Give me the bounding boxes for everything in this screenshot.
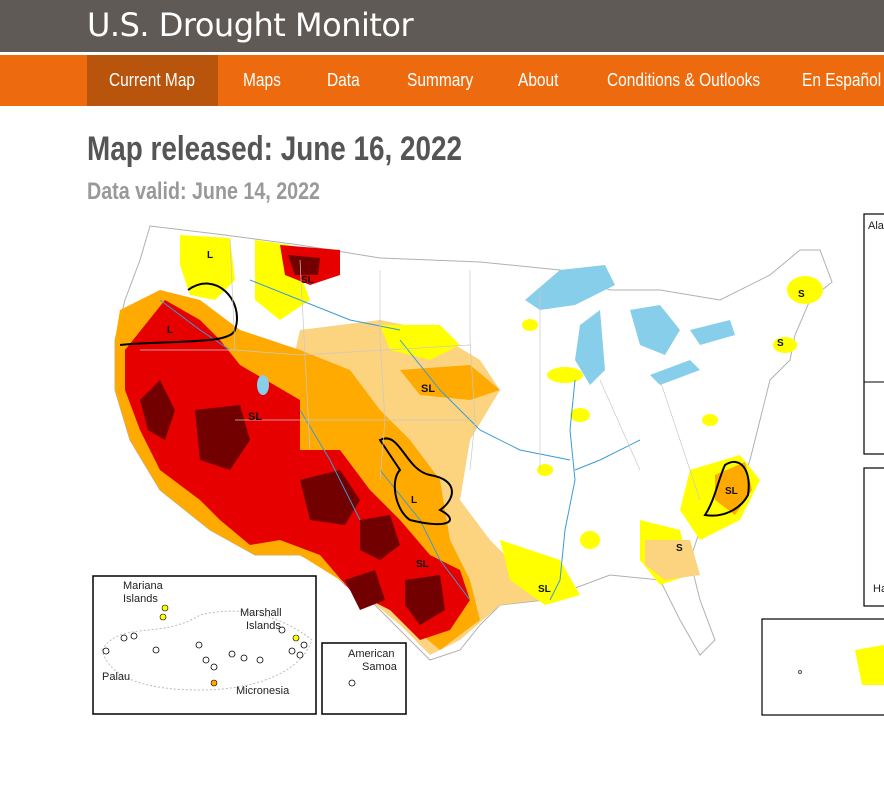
american-samoa-label: American Samoa [348,648,398,673]
mariana-label: Mariana Islands [123,580,164,605]
impact-label: S [676,543,683,554]
nav-current-map-label: Current Map [109,70,196,90]
header-divider [0,52,884,55]
nav-maps[interactable]: Maps [243,70,281,90]
rivers [159,279,641,601]
puerto-rico-inset [761,618,884,716]
drought-d2-kansas [400,365,500,400]
impact-label: L [167,325,173,336]
great-lakes [257,265,735,395]
pacific-islands-inset: Mariana Islands Marshall Islands Palau Mic… [92,575,317,715]
nav-about[interactable]: About [518,70,559,90]
impact-label: SL [248,411,262,423]
impact-label: S [798,289,805,300]
site-title[interactable]: U.S. Drought Monitor [87,6,414,44]
nav-conditions-outlooks[interactable]: Conditions & Outlooks [607,70,761,90]
nav-current-map[interactable]: Current Map [87,55,218,106]
hawaii-label: Ha [873,583,884,595]
state-borders [140,239,701,501]
impact-label: SL [725,486,738,497]
micronesia-label: Micronesia [236,685,290,697]
site-header: U.S. Drought Monitor [0,0,884,52]
impact-boundaries [119,282,750,526]
drought-map[interactable]: L SL L SL SL L SL SL S S S SL Mariana Isl… [0,210,884,730]
marshall-label: Marshall Islands [240,607,282,632]
american-samoa-inset: American Samoa [321,642,407,715]
impact-label: L [411,495,417,506]
palau-label: Palau [102,671,130,683]
drought-d4-areas [140,255,445,625]
drought-d2-georgia [645,540,700,580]
nav-summary[interactable]: Summary [407,70,474,90]
alaska-label: Ala [868,220,884,232]
page-title: Map released: June 16, 2022 [87,130,463,168]
hawaii-inset: Ha [863,467,884,607]
impact-label: SL [421,383,435,395]
impact-label: SL [538,584,551,595]
main-nav: Current Map Maps Data Summary About Cond… [0,55,884,106]
nav-en-espanol[interactable]: En Español [802,70,882,90]
page-subtitle: Data valid: June 14, 2022 [87,178,321,205]
alaska-inset: Ala [863,213,884,455]
impact-label: SL [301,275,314,286]
impact-label: S [777,338,784,349]
impact-labels: L SL L SL SL L SL SL S S S SL [167,250,805,595]
drought-map-svg: L SL L SL SL L SL SL S S S SL Mariana Isl… [92,213,884,716]
nav-data[interactable]: Data [327,70,360,90]
impact-label: SL [416,559,429,570]
impact-label: L [207,250,213,261]
